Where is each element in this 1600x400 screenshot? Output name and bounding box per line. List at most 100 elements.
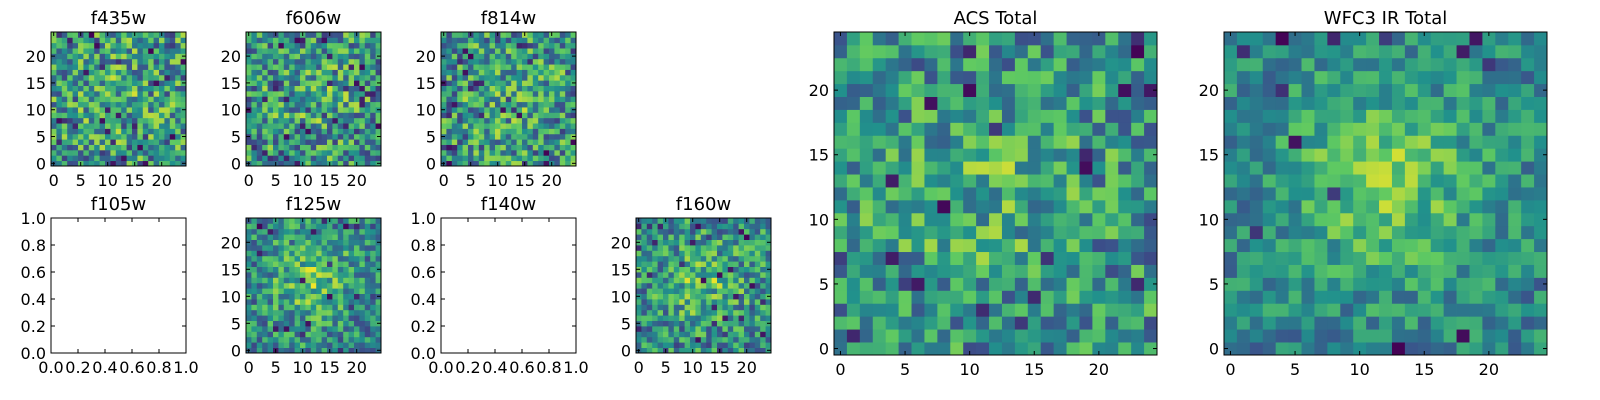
heatmap-cell	[911, 225, 925, 240]
heatmap-cell	[1262, 83, 1277, 97]
heatmap-cell	[1053, 225, 1067, 240]
heatmap-cell	[500, 107, 507, 113]
heatmap-cell	[565, 32, 571, 38]
heatmap-cell	[457, 128, 463, 135]
heatmap-cell	[310, 155, 317, 162]
heatmap-cell	[262, 277, 268, 284]
heatmap-cell	[251, 245, 258, 251]
heatmap-cell	[527, 69, 534, 76]
heatmap-cell	[142, 149, 149, 156]
heatmap-cell	[679, 347, 685, 354]
heatmap-cell	[1404, 57, 1419, 72]
heatmap-cell	[462, 155, 469, 162]
heatmap-cell	[267, 331, 274, 338]
heatmap-cell	[663, 245, 669, 251]
heatmap-cell	[1534, 135, 1548, 149]
heatmap-cell	[636, 272, 642, 278]
heatmap-cell	[646, 218, 653, 224]
heatmap-cell	[727, 261, 734, 267]
heatmap-cell	[283, 149, 290, 156]
heatmap-cell	[262, 304, 268, 311]
heatmap-cell	[1301, 251, 1315, 265]
heatmap-cell	[110, 117, 117, 124]
heatmap-cell	[175, 58, 181, 65]
heatmap-cell	[305, 85, 312, 92]
heatmap-cell	[1314, 174, 1328, 188]
heatmap-cell	[1534, 225, 1548, 240]
heatmap-cell	[684, 309, 691, 316]
heatmap-cell	[148, 133, 154, 140]
heatmap-cell	[283, 347, 290, 354]
heatmap-cell	[834, 251, 848, 265]
heatmap-cell	[1469, 212, 1483, 227]
heatmap-cell	[872, 109, 887, 123]
heatmap-cell	[733, 218, 739, 224]
heatmap-cell	[543, 149, 550, 156]
heatmap-cell	[668, 218, 675, 224]
heatmap-cell	[516, 133, 523, 140]
heatmap-cell	[527, 123, 534, 129]
heatmap-cell	[1053, 70, 1067, 85]
heatmap-cell	[924, 44, 938, 59]
heatmap-cell	[1079, 329, 1093, 343]
heatmap-cell	[310, 282, 317, 289]
heatmap-cell	[668, 223, 675, 230]
heatmap-cell	[1391, 32, 1406, 46]
heatmap-cell	[72, 64, 79, 70]
heatmap-cell	[337, 155, 344, 162]
heatmap-cell	[1508, 277, 1522, 291]
heatmap-cell	[348, 74, 355, 81]
heatmap-cell	[321, 160, 328, 167]
heatmap-cell	[148, 117, 154, 124]
heatmap-cell	[364, 309, 371, 316]
heatmap-cell	[950, 264, 964, 278]
heatmap-cell	[1105, 342, 1119, 356]
heatmap-cell	[359, 347, 366, 354]
heatmap-cell	[180, 42, 187, 49]
heatmap-cell	[51, 117, 57, 124]
x-tick-label: 0.8	[146, 358, 171, 377]
heatmap-cell	[1105, 264, 1119, 278]
heatmap-cell	[911, 148, 925, 162]
heatmap-cell	[289, 139, 295, 145]
heatmap-cell	[1288, 109, 1302, 123]
heatmap-cell	[1521, 212, 1535, 227]
heatmap-cell	[142, 160, 149, 167]
heatmap-cell	[321, 326, 328, 332]
heatmap-cell	[159, 128, 165, 135]
heatmap-cell	[153, 144, 160, 151]
heatmap-cell	[1301, 135, 1315, 149]
heatmap-cell	[1521, 135, 1535, 149]
heatmap-cell	[570, 90, 577, 97]
heatmap-cell	[1314, 83, 1328, 97]
heatmap-cell	[262, 245, 268, 251]
heatmap-cell	[1118, 122, 1132, 136]
heatmap-cell	[348, 139, 355, 145]
heatmap-cell	[559, 101, 566, 108]
heatmap-cell	[711, 299, 718, 305]
heatmap-cell	[706, 309, 712, 316]
heatmap-cell	[354, 304, 360, 311]
heatmap-cell	[1092, 174, 1106, 188]
heatmap-cell	[175, 155, 181, 162]
heatmap-cell	[1340, 187, 1354, 201]
heatmap-cell	[754, 288, 761, 294]
heatmap-cell	[337, 90, 344, 97]
heatmap-cell	[1314, 264, 1328, 278]
heatmap-cell	[473, 90, 480, 97]
heatmap-cell	[61, 69, 68, 76]
heatmap-cell	[251, 331, 258, 338]
heatmap-cell	[1079, 83, 1093, 97]
heatmap-cell	[924, 174, 938, 188]
heatmap-cell	[911, 290, 925, 304]
y-tick-label: 0.6	[411, 263, 436, 282]
heatmap-cell	[364, 223, 371, 230]
heatmap-cell	[294, 320, 301, 327]
heatmap-cell	[636, 326, 642, 332]
heatmap-cell	[99, 48, 106, 54]
heatmap-cell	[727, 288, 734, 294]
heatmap-cell	[1417, 135, 1432, 149]
heatmap-cell	[1521, 57, 1535, 72]
heatmap-cell	[1249, 148, 1264, 162]
heatmap-cell	[1040, 32, 1055, 46]
